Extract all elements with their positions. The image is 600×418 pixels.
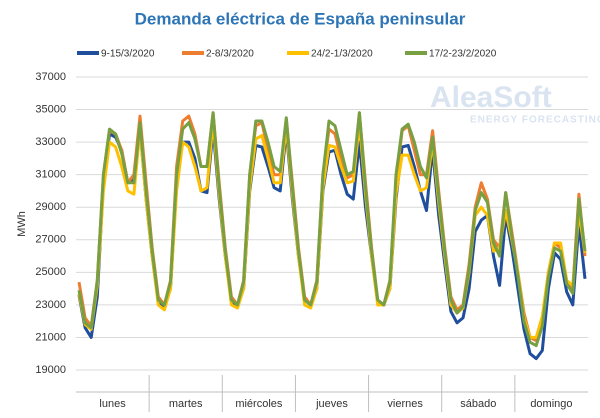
x-tick-label: miércoles — [235, 398, 283, 410]
x-tick-label: sábado — [460, 398, 496, 410]
series-line — [77, 111, 587, 348]
legend-label: 2-8/3/2020 — [206, 49, 254, 60]
x-tick-label: lunes — [99, 398, 126, 410]
y-tick-label: 31000 — [35, 169, 66, 181]
y-tick-label: 23000 — [35, 299, 66, 311]
watermark: AleaSoft — [430, 81, 552, 114]
y-axis-label: MWh — [16, 211, 28, 237]
x-tick-label: jueves — [315, 398, 348, 410]
y-tick-label: 19000 — [35, 364, 66, 376]
x-tick-label: domingo — [530, 398, 572, 410]
x-tick-label: martes — [169, 398, 203, 410]
y-tick-label: 29000 — [35, 201, 66, 213]
y-tick-label: 27000 — [35, 234, 66, 246]
series-line — [77, 127, 587, 361]
legend-label: 24/2-1/3/2020 — [311, 49, 373, 60]
y-tick-label: 37000 — [35, 71, 66, 83]
y-tick-label: 35000 — [35, 103, 66, 115]
y-tick-label: 21000 — [35, 331, 66, 343]
chart-title: Demanda eléctrica de España peninsular — [135, 9, 466, 28]
y-tick-label: 25000 — [35, 266, 66, 278]
x-tick-label: viernes — [387, 398, 423, 410]
y-tick-label: 33000 — [35, 136, 66, 148]
legend-label: 9-15/3/2020 — [101, 49, 155, 60]
legend-label: 17/2-23/2/2020 — [429, 49, 497, 60]
watermark: ENERGY FORECASTING — [470, 115, 600, 126]
